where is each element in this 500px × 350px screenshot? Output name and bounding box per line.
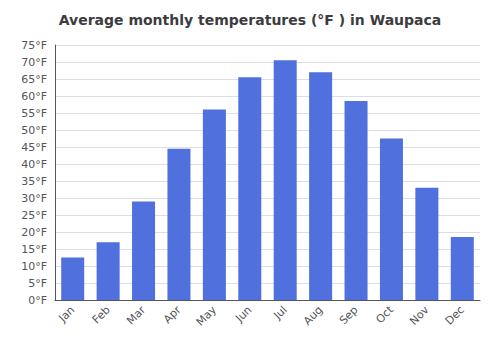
svg-text:40°F: 40°F xyxy=(21,158,47,171)
svg-text:Average monthly temperatures (: Average monthly temperatures (°F ) in Wa… xyxy=(59,12,442,28)
svg-text:Jun: Jun xyxy=(232,303,254,325)
svg-text:Apr: Apr xyxy=(161,303,184,326)
svg-text:Nov: Nov xyxy=(407,303,432,328)
svg-text:Sep: Sep xyxy=(337,303,361,327)
svg-text:65°F: 65°F xyxy=(21,73,47,86)
svg-text:20°F: 20°F xyxy=(21,226,47,239)
svg-text:70°F: 70°F xyxy=(21,56,47,69)
svg-text:May: May xyxy=(194,303,220,329)
svg-text:45°F: 45°F xyxy=(21,141,47,154)
svg-text:Aug: Aug xyxy=(301,303,325,327)
svg-text:30°F: 30°F xyxy=(21,192,47,205)
svg-text:Jan: Jan xyxy=(55,303,77,325)
svg-text:Dec: Dec xyxy=(443,303,467,327)
svg-text:Jul: Jul xyxy=(271,303,290,322)
svg-text:60°F: 60°F xyxy=(21,90,47,103)
svg-text:Oct: Oct xyxy=(373,303,396,326)
svg-text:Feb: Feb xyxy=(90,303,113,326)
svg-text:Mar: Mar xyxy=(124,303,148,327)
svg-text:55°F: 55°F xyxy=(21,107,47,120)
svg-text:75°F: 75°F xyxy=(21,39,47,52)
svg-text:15°F: 15°F xyxy=(21,243,47,256)
svg-text:10°F: 10°F xyxy=(21,260,47,273)
svg-text:50°F: 50°F xyxy=(21,124,47,137)
svg-text:25°F: 25°F xyxy=(21,209,47,222)
svg-text:5°F: 5°F xyxy=(28,277,47,290)
svg-text:35°F: 35°F xyxy=(21,175,47,188)
svg-text:0°F: 0°F xyxy=(28,294,47,307)
